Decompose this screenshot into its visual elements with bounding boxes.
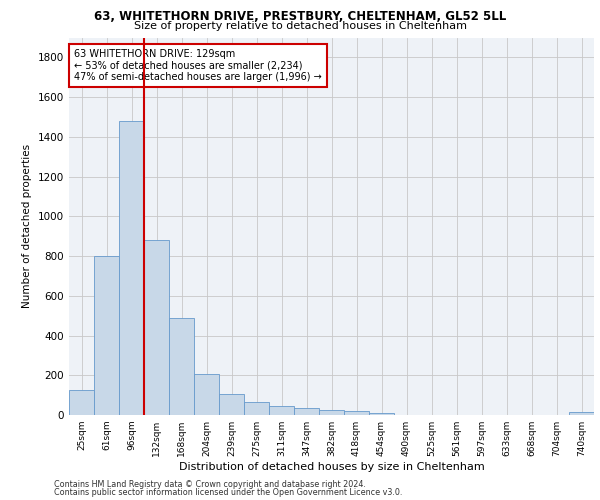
X-axis label: Distribution of detached houses by size in Cheltenham: Distribution of detached houses by size … xyxy=(179,462,484,472)
Bar xyxy=(94,256,119,415)
Text: 63, WHITETHORN DRIVE, PRESTBURY, CHELTENHAM, GL52 5LL: 63, WHITETHORN DRIVE, PRESTBURY, CHELTEN… xyxy=(94,10,506,23)
Bar xyxy=(319,410,344,415)
Text: Size of property relative to detached houses in Cheltenham: Size of property relative to detached ho… xyxy=(133,21,467,31)
Bar xyxy=(344,411,369,415)
Bar xyxy=(219,394,244,415)
Bar xyxy=(269,406,294,415)
Bar xyxy=(144,240,169,415)
Bar xyxy=(119,121,144,415)
Text: Contains HM Land Registry data © Crown copyright and database right 2024.: Contains HM Land Registry data © Crown c… xyxy=(54,480,366,489)
Y-axis label: Number of detached properties: Number of detached properties xyxy=(22,144,32,308)
Bar xyxy=(569,412,594,415)
Bar xyxy=(294,408,319,415)
Text: Contains public sector information licensed under the Open Government Licence v3: Contains public sector information licen… xyxy=(54,488,403,497)
Text: 63 WHITETHORN DRIVE: 129sqm
← 53% of detached houses are smaller (2,234)
47% of : 63 WHITETHORN DRIVE: 129sqm ← 53% of det… xyxy=(74,49,322,82)
Bar xyxy=(194,374,219,415)
Bar xyxy=(244,402,269,415)
Bar xyxy=(69,390,94,415)
Bar xyxy=(169,318,194,415)
Bar xyxy=(369,413,394,415)
